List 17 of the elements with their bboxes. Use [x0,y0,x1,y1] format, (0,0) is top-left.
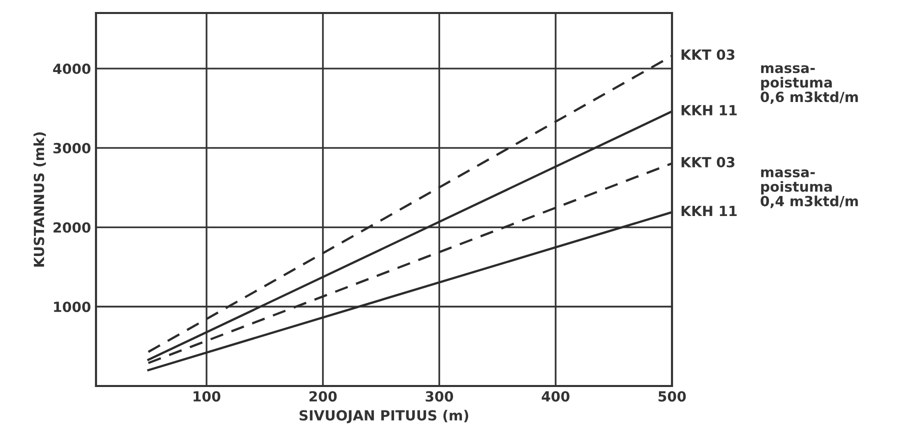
y-axis-title: KUSTANNUS (mk) [33,132,46,267]
x-tick-label: 100 [194,391,220,402]
y-tick-label: 4000 [53,64,90,74]
x-axis-title: SIVUOJAN PITUUS (m) [300,410,468,424]
y-tick-label: 2000 [54,222,90,233]
series-label: KKT 03 [682,156,734,168]
y-tick-label: 1000 [54,302,90,312]
x-tick-label: 400 [542,391,570,402]
series-label: KKT 03 [682,49,734,60]
x-tick-label: 500 [658,391,686,402]
series-label: KKH 11 [682,105,737,116]
text: massa- poistuma 0,4 m3ktd/m [760,169,858,208]
y-tick-label: 3000 [53,142,90,154]
x-tick-label: 200 [310,391,337,402]
x-tick-label: 300 [426,391,454,402]
text: massa- poistuma 0,6 m3ktd/m [760,65,858,104]
series-label: KKH 11 [682,206,737,216]
